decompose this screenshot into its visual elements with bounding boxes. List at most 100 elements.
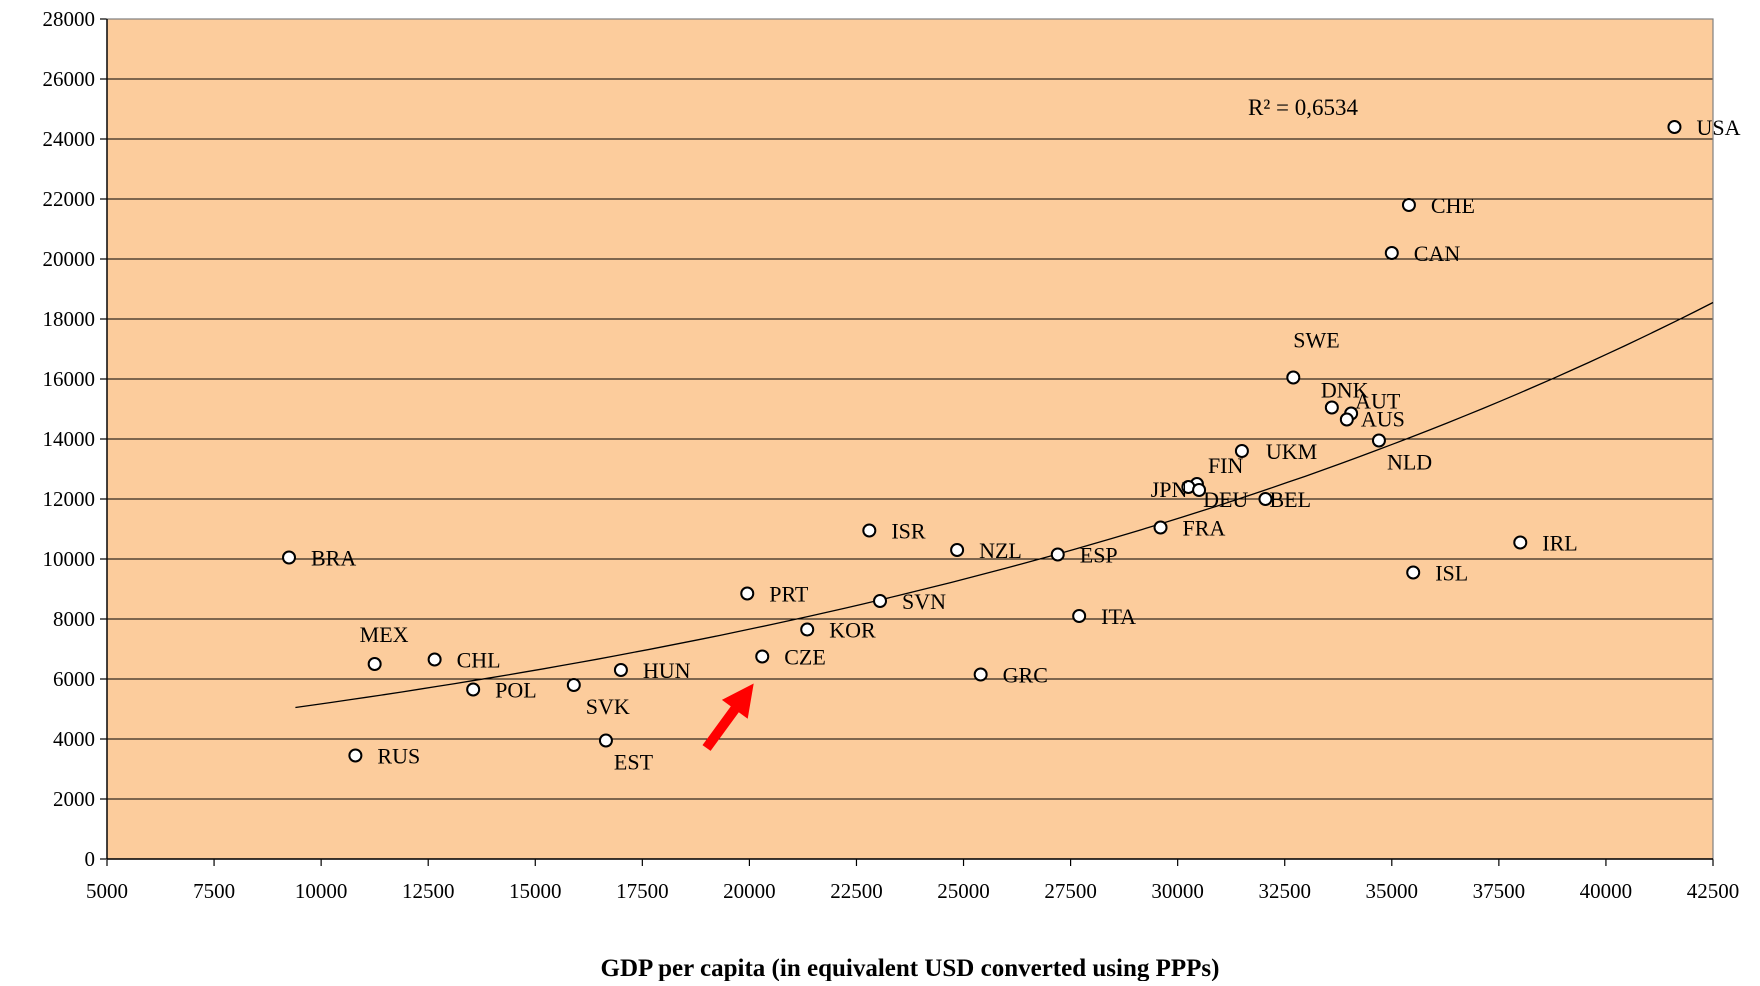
data-point-label: POL xyxy=(495,678,537,703)
data-point-label: KOR xyxy=(829,618,876,643)
x-tick-label: 42500 xyxy=(1687,879,1740,903)
data-point xyxy=(598,733,613,748)
data-point xyxy=(348,748,363,763)
x-tick-label: 20000 xyxy=(723,879,776,903)
data-point-label: DNK xyxy=(1321,378,1369,403)
data-point-label: SWE xyxy=(1293,328,1339,353)
x-tick-label: 35000 xyxy=(1366,879,1419,903)
data-point-label: AUS xyxy=(1361,407,1405,432)
x-tick-label: 7500 xyxy=(193,879,235,903)
data-point-label: GRC xyxy=(1003,663,1048,688)
x-tick-label: 27500 xyxy=(1044,879,1097,903)
y-tick-label: 24000 xyxy=(43,127,96,151)
data-point-label: EST xyxy=(614,750,654,775)
data-point xyxy=(1258,492,1273,506)
data-point-label: ITA xyxy=(1101,604,1136,629)
y-tick-label: 12000 xyxy=(43,487,96,511)
x-tick-label: 40000 xyxy=(1580,879,1633,903)
data-point-label: RUS xyxy=(377,744,420,769)
x-tick-label: 15000 xyxy=(509,879,562,903)
x-axis-label: GDP per capita (in equivalent USD conver… xyxy=(601,955,1220,981)
data-point xyxy=(1401,198,1416,212)
data-point-label: CHL xyxy=(457,648,501,673)
y-tick-label: 22000 xyxy=(43,187,96,211)
data-point xyxy=(1513,535,1528,550)
data-point-label: NLD xyxy=(1387,450,1432,475)
data-point-label: HUN xyxy=(643,658,691,683)
data-point-label: UKM xyxy=(1266,439,1317,464)
data-point xyxy=(873,594,888,608)
y-tick-label: 18000 xyxy=(43,307,96,331)
y-tick-label: 8000 xyxy=(53,607,95,631)
x-tick-label: 25000 xyxy=(937,879,990,903)
trendline xyxy=(295,301,1714,709)
data-point xyxy=(613,663,628,677)
data-point xyxy=(1072,609,1087,623)
data-point-label: SVK xyxy=(586,694,630,719)
data-point xyxy=(950,543,965,557)
data-point xyxy=(1339,412,1354,427)
x-tick-label: 5000 xyxy=(86,879,128,903)
data-point xyxy=(466,682,481,697)
data-point-label: SVN xyxy=(902,589,946,614)
data-point xyxy=(1406,565,1421,580)
data-point xyxy=(566,678,581,692)
data-point xyxy=(1050,547,1065,562)
data-point-label: MEX xyxy=(360,622,409,647)
y-tick-label: 10000 xyxy=(43,547,96,571)
y-tick-label: 2000 xyxy=(53,787,95,811)
data-point-label: ISL xyxy=(1435,561,1468,586)
y-tick-label: 0 xyxy=(85,847,96,871)
data-point xyxy=(1324,400,1339,415)
y-tick-label: 6000 xyxy=(53,667,95,691)
data-point xyxy=(1153,520,1168,535)
data-point xyxy=(367,657,382,671)
data-point xyxy=(1371,433,1386,448)
data-point xyxy=(1234,444,1249,458)
data-point-label: JPN xyxy=(1151,477,1188,502)
x-tick-label: 12500 xyxy=(402,879,455,903)
r-squared-annotation: R² = 0,6534 xyxy=(1248,95,1358,120)
data-point xyxy=(740,586,755,601)
x-tick-label: 22500 xyxy=(830,879,883,903)
data-point-label: PRT xyxy=(769,582,809,607)
data-point xyxy=(862,523,877,538)
data-point-label: USA xyxy=(1696,115,1740,140)
red-arrow-annotation xyxy=(702,683,754,751)
data-point xyxy=(973,667,988,682)
data-point-label: CZE xyxy=(784,645,826,670)
x-tick-label: 30000 xyxy=(1151,879,1204,903)
axes: 0 2000 4000 6000 8000 10000 12000 14000 16000 180… xyxy=(43,7,1740,903)
data-point xyxy=(800,622,815,637)
data-point xyxy=(755,649,770,664)
data-point xyxy=(282,550,297,565)
data-point-label: CAN xyxy=(1414,241,1461,266)
y-tick-label: 16000 xyxy=(43,367,96,391)
data-point-label: ISR xyxy=(891,519,926,544)
data-point-label: FRA xyxy=(1183,516,1226,541)
y-tick-label: 14000 xyxy=(43,427,96,451)
data-point-label: BEL xyxy=(1269,487,1311,512)
x-tick-label: 37500 xyxy=(1473,879,1526,903)
data-point-label: DEU xyxy=(1203,487,1248,512)
data-point-label: FIN xyxy=(1208,453,1244,478)
annotations xyxy=(702,683,754,751)
data-point xyxy=(1667,120,1682,134)
y-tick-label: 20000 xyxy=(43,247,96,271)
y-tick-label: 26000 xyxy=(43,67,96,91)
data-point-label: IRL xyxy=(1542,531,1577,556)
x-tick-label: 10000 xyxy=(295,879,348,903)
x-tick-label: 17500 xyxy=(616,879,669,903)
x-tick-label: 32500 xyxy=(1258,879,1311,903)
y-tick-label: 28000 xyxy=(43,7,96,31)
data-point xyxy=(427,652,442,667)
data-point xyxy=(1192,483,1207,497)
trendline-group xyxy=(295,301,1714,709)
data-point xyxy=(1286,370,1301,385)
data-point xyxy=(1384,246,1399,260)
y-tick-label: 4000 xyxy=(53,727,95,751)
data-point-label: AUT xyxy=(1355,389,1401,414)
